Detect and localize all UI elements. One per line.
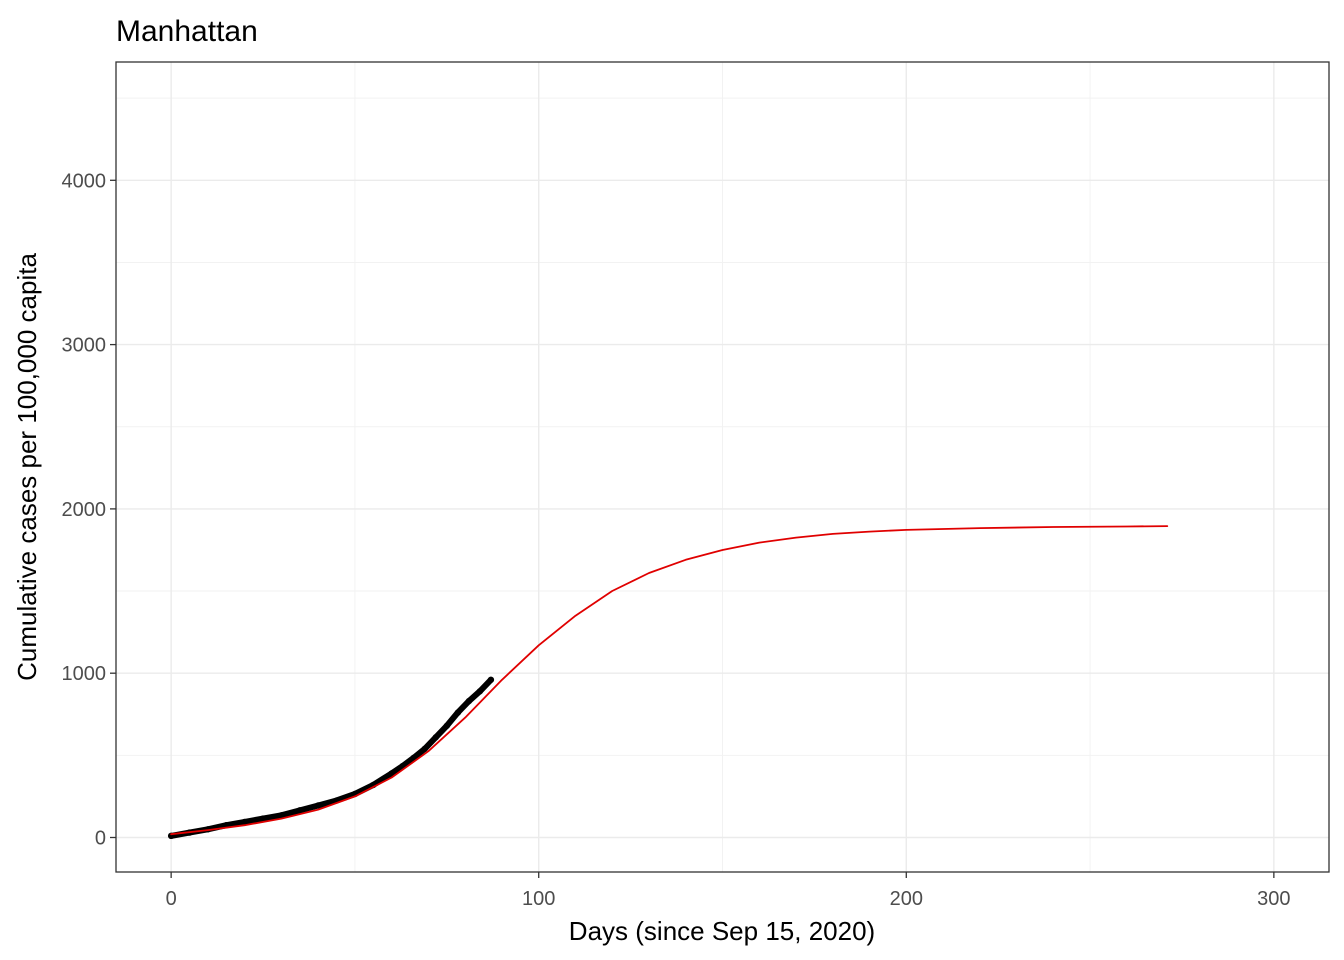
observed-point: [443, 722, 451, 729]
y-axis-title: Cumulative cases per 100,000 capita: [12, 253, 42, 681]
x-tick-label: 100: [522, 888, 555, 910]
y-tick-label: 3000: [62, 335, 107, 357]
x-tick-label: 0: [166, 888, 177, 910]
y-tick-label: 2000: [62, 499, 107, 521]
observed-point: [465, 697, 473, 705]
observed-point: [278, 812, 285, 819]
x-tick-label: 300: [1257, 888, 1290, 910]
observed-point: [432, 734, 439, 741]
observed-point: [421, 745, 428, 752]
y-tick-label: 1000: [62, 663, 107, 685]
observed-point: [314, 802, 322, 809]
observed-point: [410, 754, 417, 762]
observed-point: [454, 709, 462, 716]
observed-point: [388, 770, 395, 777]
observed-point: [476, 688, 484, 695]
observed-point: [296, 807, 303, 814]
observed-point: [241, 818, 248, 826]
chart-title: Manhattan: [116, 15, 258, 48]
plot-panel-border: [115, 61, 1330, 873]
series-layer: [167, 525, 1169, 840]
x-axis-title: Days (since Sep 15, 2020): [569, 916, 875, 946]
observed-point: [259, 815, 267, 822]
y-tick-label: 0: [95, 827, 106, 849]
grid: [116, 62, 1329, 872]
observed-point: [487, 676, 495, 683]
observed-cases-line: [168, 676, 494, 839]
x-tick-label: 200: [890, 888, 923, 910]
fitted-curve-line: [170, 525, 1169, 836]
y-tick-label: 4000: [62, 170, 107, 192]
